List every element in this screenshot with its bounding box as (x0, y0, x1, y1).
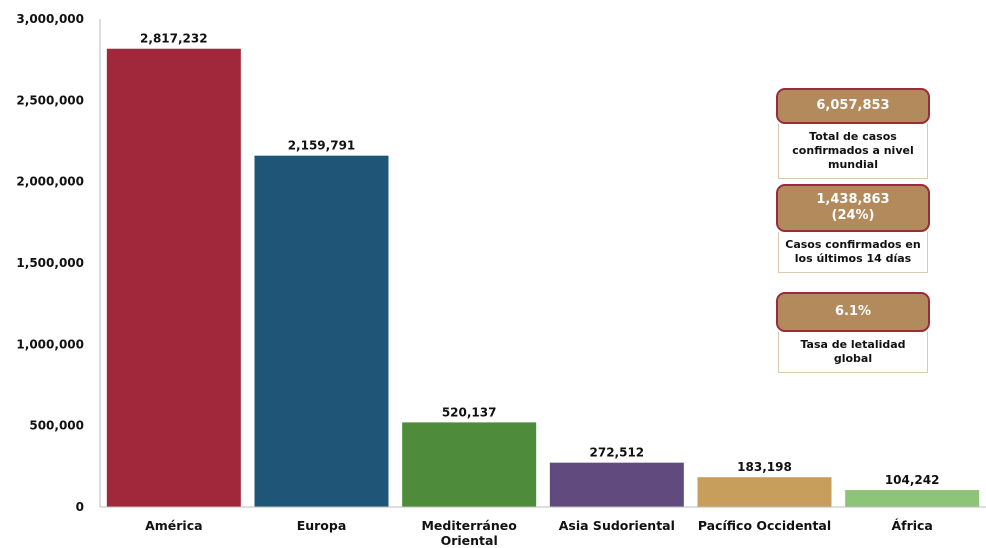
total-cases-value: 6,057,853 (776, 88, 930, 124)
bar-5 (845, 490, 980, 507)
data-label: 104,242 (885, 473, 940, 487)
y-tick-label: 2,500,000 (16, 93, 84, 107)
recent-cases-box: 1,438,863 (24%) (776, 184, 930, 232)
recent-cases-percent: (24%) (831, 208, 875, 223)
lethality-value: 6.1% (776, 292, 930, 332)
y-tick-label: 0 (76, 500, 84, 514)
x-tick-label: Mediterráneo (421, 518, 517, 533)
stat-card-total: 6,057,853 Total de casos confirmados a n… (776, 88, 930, 179)
x-tick-label: África (891, 518, 932, 533)
data-label: 2,817,232 (140, 32, 208, 46)
y-tick-label: 1,500,000 (16, 256, 84, 270)
bars (106, 48, 980, 508)
data-labels: 2,817,232 2,159,791 520,137 272,512 183,198 1… (140, 32, 939, 487)
data-label: 520,137 (442, 405, 497, 419)
bar-1 (254, 155, 389, 507)
y-tick-label: 3,000,000 (16, 12, 84, 26)
y-tick-label: 1,000,000 (16, 337, 84, 351)
x-tick-label: Oriental (441, 533, 498, 548)
x-tick-label: América (145, 518, 202, 533)
recent-cases-value: 1,438,863 (816, 192, 890, 207)
data-label: 2,159,791 (288, 139, 356, 153)
x-tick-label: Asia Sudoriental (559, 518, 675, 533)
bar-4 (697, 477, 832, 507)
lethality-label: Tasa de letalidad global (778, 332, 928, 373)
bar-0 (106, 48, 241, 508)
data-label: 183,198 (737, 460, 792, 474)
stat-card-recent: 1,438,863 (24%) Casos confirmados en los… (776, 184, 930, 273)
bar-3 (549, 462, 684, 507)
data-label: 272,512 (590, 446, 645, 460)
x-tick-label: Pacífico Occidental (698, 518, 831, 533)
total-cases-label: Total de casos confirmados a nivel mundi… (778, 124, 928, 179)
stat-card-lethality: 6.1% Tasa de letalidad global (776, 292, 930, 373)
bar-2 (402, 422, 537, 507)
x-tick-label: Europa (297, 518, 347, 533)
y-axis: 0 500,000 1,000,000 1,500,000 2,000,000 2,500… (16, 12, 101, 514)
y-tick-label: 500,000 (29, 419, 84, 433)
y-tick-label: 2,000,000 (16, 175, 84, 189)
recent-cases-label: Casos confirmados en los últimos 14 días (778, 232, 928, 273)
